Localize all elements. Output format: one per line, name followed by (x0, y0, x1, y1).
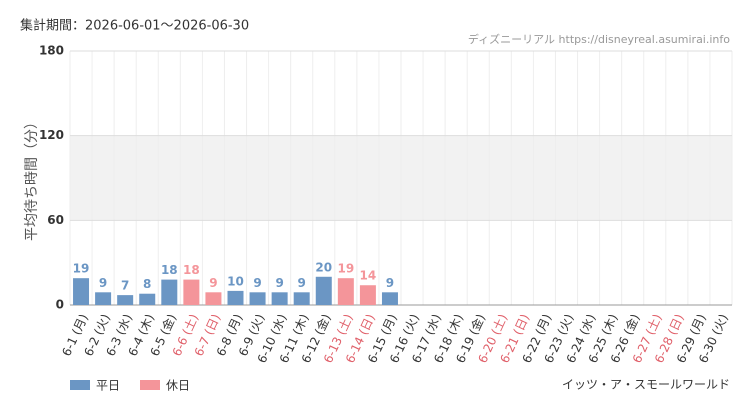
legend-swatch (70, 380, 90, 390)
data-label: 19 (337, 262, 354, 276)
bar (359, 285, 376, 305)
data-label: 19 (73, 262, 90, 276)
legend-label: 休日 (166, 379, 190, 393)
data-label: 9 (386, 276, 394, 290)
bar (271, 292, 288, 305)
legend-label: 平日 (96, 379, 120, 393)
bar (315, 276, 332, 305)
data-label: 10 (227, 274, 244, 288)
legend-swatch (140, 380, 160, 390)
data-label: 9 (253, 276, 261, 290)
data-label: 9 (298, 276, 306, 290)
y-tick-label: 0 (56, 298, 64, 312)
attraction: イッツ・ア・スモールワールド (562, 378, 730, 392)
bar (95, 292, 112, 305)
y-tick-label: 60 (47, 213, 64, 227)
bar (139, 293, 156, 305)
data-label: 9 (99, 276, 107, 290)
bar (249, 292, 266, 305)
data-label: 9 (209, 276, 217, 290)
data-label: 20 (315, 260, 332, 274)
bar (293, 292, 310, 305)
bar (205, 292, 222, 305)
data-label: 18 (161, 263, 178, 277)
data-label: 9 (275, 276, 283, 290)
source: ディズニーリアル https://disneyreal.asumirai.inf… (468, 32, 730, 46)
data-label: 18 (183, 263, 200, 277)
bar (381, 292, 398, 305)
bar (117, 295, 134, 305)
bar (161, 279, 178, 305)
y-tick-label: 120 (39, 128, 64, 142)
bar (337, 278, 354, 305)
period: 集計期間：2026-06-01～2026-06-30 (20, 18, 249, 34)
bar (73, 278, 90, 305)
data-label: 8 (143, 277, 151, 291)
data-label: 7 (121, 279, 129, 293)
y-axis-label: 平均待ち時間（分） (24, 115, 40, 241)
bar (227, 290, 244, 305)
bar (183, 279, 200, 305)
data-label: 14 (360, 269, 377, 283)
y-tick-label: 180 (39, 44, 64, 58)
